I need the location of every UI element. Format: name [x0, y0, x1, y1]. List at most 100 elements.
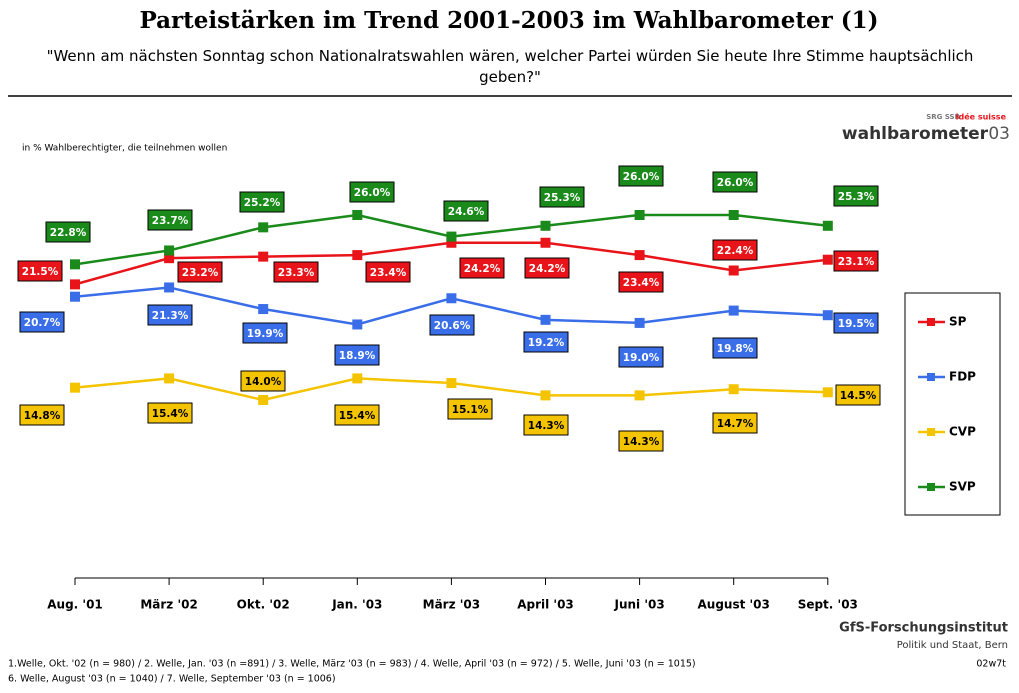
marker [822, 254, 833, 265]
marker [258, 304, 269, 315]
value-label: 19.0% [623, 352, 660, 364]
value-label-box [835, 384, 881, 406]
idee: idée suisse [956, 112, 1007, 122]
value-label-box [712, 171, 758, 193]
value-label: 14.5% [840, 390, 877, 402]
value-label: 26.0% [354, 187, 391, 199]
value-label-box [833, 312, 879, 334]
legend-label: FDP [949, 370, 976, 384]
value-label-box [239, 191, 285, 213]
value-label: 22.8% [50, 227, 87, 239]
marker [634, 317, 645, 328]
marker [728, 384, 739, 395]
x-tick-label: Okt. '02 [237, 598, 290, 612]
value-label-box [429, 314, 475, 336]
value-label-box [443, 200, 489, 222]
value-label: 19.5% [838, 318, 875, 330]
marker [822, 387, 833, 398]
value-label: 23.4% [370, 267, 407, 279]
footnote: 1.Welle, Okt. '02 (n = 980) / 2. Welle, … [8, 659, 696, 670]
marker [352, 210, 363, 220]
value-label: 14.3% [528, 420, 565, 432]
x-tick-label: April '03 [517, 598, 574, 612]
value-label: 14.8% [24, 410, 61, 422]
value-label: 21.5% [22, 266, 59, 278]
marker [352, 373, 363, 384]
x-tick-label: Aug. '01 [47, 598, 103, 612]
value-label: 24.6% [448, 206, 485, 218]
marker [446, 293, 457, 304]
value-label: 23.4% [623, 277, 660, 289]
value-label-box [447, 398, 493, 420]
marker [164, 373, 175, 384]
value-label-box [19, 404, 65, 426]
legend-marker [927, 318, 935, 326]
value-label: 15.1% [452, 404, 489, 416]
value-label-box [523, 414, 569, 436]
value-label-box [539, 186, 585, 208]
value-label: 24.2% [464, 263, 501, 275]
note: in % Wahlberechtigter, die teilnehmen wo… [22, 144, 227, 154]
x-tick-label: Jan. '03 [331, 598, 382, 612]
value-label-box [177, 261, 223, 283]
value-label-box [524, 257, 570, 279]
value-label-box [523, 331, 569, 353]
value-label-box [833, 185, 879, 207]
marker [540, 314, 551, 325]
marker [540, 220, 551, 231]
value-label-box [17, 260, 63, 282]
value-label: 20.7% [24, 317, 61, 329]
value-label-box [712, 239, 758, 261]
value-label-box [618, 271, 664, 293]
marker [822, 220, 833, 231]
marker [258, 222, 269, 233]
marker [540, 237, 551, 248]
value-label: 14.0% [245, 376, 282, 388]
value-label-box [833, 250, 879, 272]
value-label-box [147, 304, 193, 326]
value-label: 23.7% [152, 215, 189, 227]
subtitle: "Wenn am nächsten Sonntag schon National… [46, 47, 974, 86]
marker [728, 305, 739, 316]
marker [352, 250, 363, 261]
marker [258, 395, 269, 405]
value-label: 25.2% [244, 197, 281, 209]
legend-marker [927, 483, 935, 491]
value-label: 25.3% [544, 192, 581, 204]
marker [70, 291, 80, 302]
value-label-box [618, 165, 664, 187]
legend-box [904, 292, 1001, 516]
marker [634, 390, 645, 401]
marker [634, 210, 645, 220]
value-label-box [45, 221, 91, 243]
value-label-box [240, 370, 286, 392]
marker [822, 310, 833, 321]
value-label: 14.7% [717, 418, 754, 430]
value-label: 23.2% [182, 267, 219, 279]
value-label-box [712, 412, 758, 434]
value-label-box [618, 430, 664, 452]
value-label-box [712, 337, 758, 359]
value-label: 19.9% [247, 328, 284, 340]
srg: SRG SSR [926, 113, 960, 121]
value-label-box [19, 311, 65, 333]
marker [728, 210, 739, 220]
legend-marker [927, 428, 935, 436]
legend-marker [927, 373, 935, 381]
marker [634, 250, 645, 261]
value-label: 24.2% [529, 263, 566, 275]
marker [352, 319, 363, 330]
code: 02w7t [976, 659, 1006, 670]
marker [540, 390, 551, 401]
brand-year: 03 [988, 124, 1010, 144]
department: Politik und Staat, Bern [897, 640, 1008, 651]
value-label: 19.2% [528, 337, 565, 349]
legend-label: CVP [949, 425, 976, 439]
value-label: 25.3% [838, 191, 875, 203]
marker [164, 282, 175, 293]
marker [70, 259, 80, 270]
value-label: 15.4% [152, 408, 189, 420]
marker [446, 378, 457, 389]
value-label-box [147, 209, 193, 231]
